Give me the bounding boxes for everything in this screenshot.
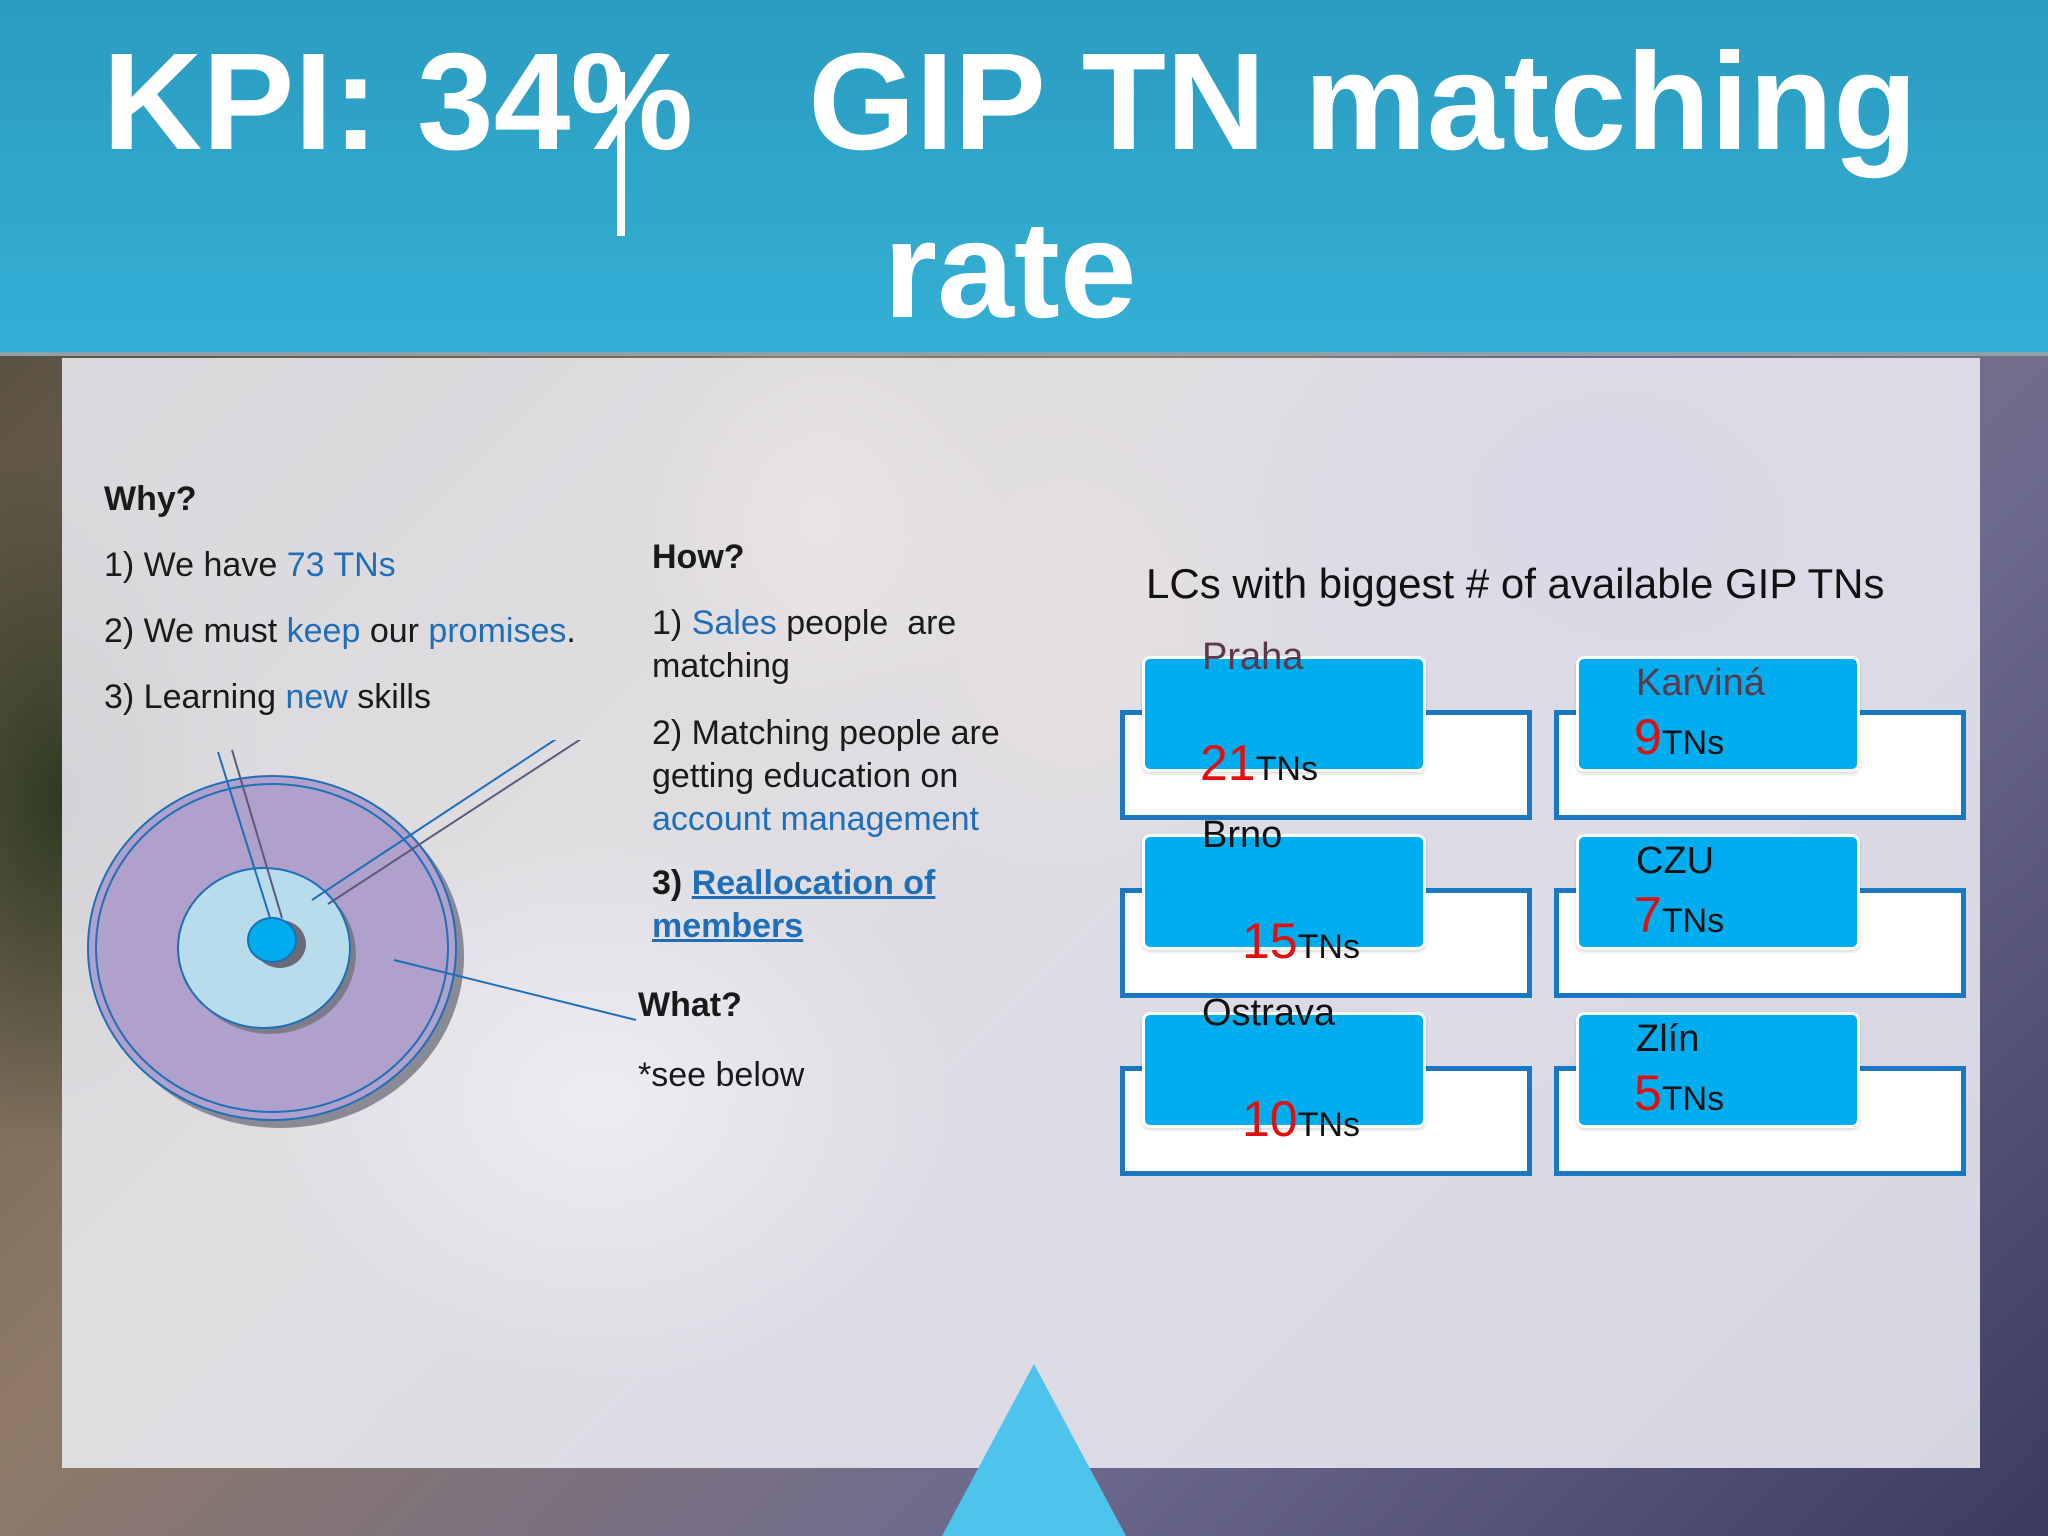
how-item-1-suffix: people are matching [652, 604, 966, 685]
lc-name: Karviná [1636, 662, 1765, 704]
text-cursor [617, 72, 625, 236]
why-item-3-suffix: skills [347, 678, 431, 716]
lc-count-unit: TNs [1661, 724, 1725, 762]
how-item-2-text: 2) Matching people are getting education… [652, 714, 1000, 795]
pointer-line-outer [393, 959, 637, 1021]
lc-count-unit: TNs [1297, 928, 1360, 966]
why-item-2-prefix: 2) We must [104, 612, 287, 650]
lc-count-unit: TNs [1255, 750, 1318, 788]
lc-card-front [1576, 656, 1860, 772]
lc-heading: LCs with biggest # of available GIP TNs [1146, 560, 1885, 607]
why-item-3-highlight: new [285, 678, 348, 716]
lc-name: Zlín [1636, 1018, 1700, 1060]
lc-count-value: 10 [1242, 1091, 1298, 1147]
why-item-2-mid: our [360, 612, 429, 650]
lc-card-front [1576, 1012, 1860, 1128]
how-item-1-prefix: 1) [652, 604, 692, 642]
why-item-2-highlight-keep: keep [286, 612, 361, 650]
how-item-2: 2) Matching people are getting education… [652, 712, 1052, 841]
outer-ring-inner-stroke [95, 783, 449, 1113]
lc-count: 15TNs [1242, 912, 1360, 970]
title-line-1: KPI: 34% GIP TN matching [102, 25, 1918, 179]
lc-count-value: 21 [1200, 735, 1256, 791]
lc-card-front [1142, 656, 1426, 772]
lc-count-unit: TNs [1661, 1080, 1725, 1118]
how-item-1-highlight: Sales [691, 604, 777, 642]
how-item-2-highlight: account management [652, 800, 979, 838]
why-item-2: 2) We must keep our promises. [104, 610, 576, 653]
lc-count: 9TNs [1634, 708, 1724, 766]
how-item-1: 1) Sales people are matching [652, 602, 1052, 688]
title-banner: KPI: 34% GIP TN matching rate [0, 0, 2048, 356]
slide-title: KPI: 34% GIP TN matching rate [60, 18, 1960, 354]
core-circle [247, 917, 297, 963]
why-heading: Why? [104, 480, 197, 518]
pointer-line-core-a [217, 751, 271, 919]
why-item-2-suffix: . [566, 612, 576, 650]
why-item-2-highlight-promises: promises [428, 612, 567, 650]
decorative-triangle [942, 1364, 1126, 1536]
lc-count-value: 9 [1634, 709, 1662, 765]
lc-count-unit: TNs [1661, 902, 1725, 940]
how-heading: How? [652, 538, 745, 576]
reallocation-link[interactable]: Reallocation of members [652, 864, 936, 945]
pointer-line-middle-b [327, 740, 582, 905]
why-item-1: 1) We have 73 TNs [104, 544, 396, 587]
why-item-1-highlight: 73 TNs [286, 546, 396, 584]
lc-count-value: 15 [1242, 913, 1298, 969]
pointer-line-core-b [231, 749, 283, 919]
lc-card-front [1142, 1012, 1426, 1128]
lc-count-value: 7 [1634, 887, 1662, 943]
lc-card-front [1142, 834, 1426, 950]
what-text: *see below [638, 1056, 805, 1094]
lc-count: 7TNs [1634, 886, 1724, 944]
pointer-line-middle-a [311, 740, 557, 901]
what-heading: What? [638, 986, 742, 1024]
lc-name: Praha [1202, 636, 1304, 678]
lc-count: 10TNs [1242, 1090, 1360, 1148]
how-item-3-prefix: 3) [652, 864, 692, 902]
goal-rings-diagram [87, 740, 637, 1128]
how-item-3: 3) Reallocation of members [652, 862, 1012, 948]
why-item-1-prefix: 1) We have [104, 546, 287, 584]
lc-name: Ostrava [1202, 992, 1336, 1034]
title-line-2: rate [883, 193, 1137, 347]
why-item-3: 3) Learning new skills [104, 676, 431, 719]
lc-name: Brno [1202, 814, 1283, 856]
lc-count-value: 5 [1634, 1065, 1662, 1121]
why-item-3-prefix: 3) Learning [104, 678, 286, 716]
lc-card-front [1576, 834, 1860, 950]
lc-count: 5TNs [1634, 1064, 1724, 1122]
lc-count-unit: TNs [1297, 1106, 1360, 1144]
lc-name: CZU [1636, 840, 1715, 882]
lc-count: 21TNs [1200, 734, 1318, 792]
